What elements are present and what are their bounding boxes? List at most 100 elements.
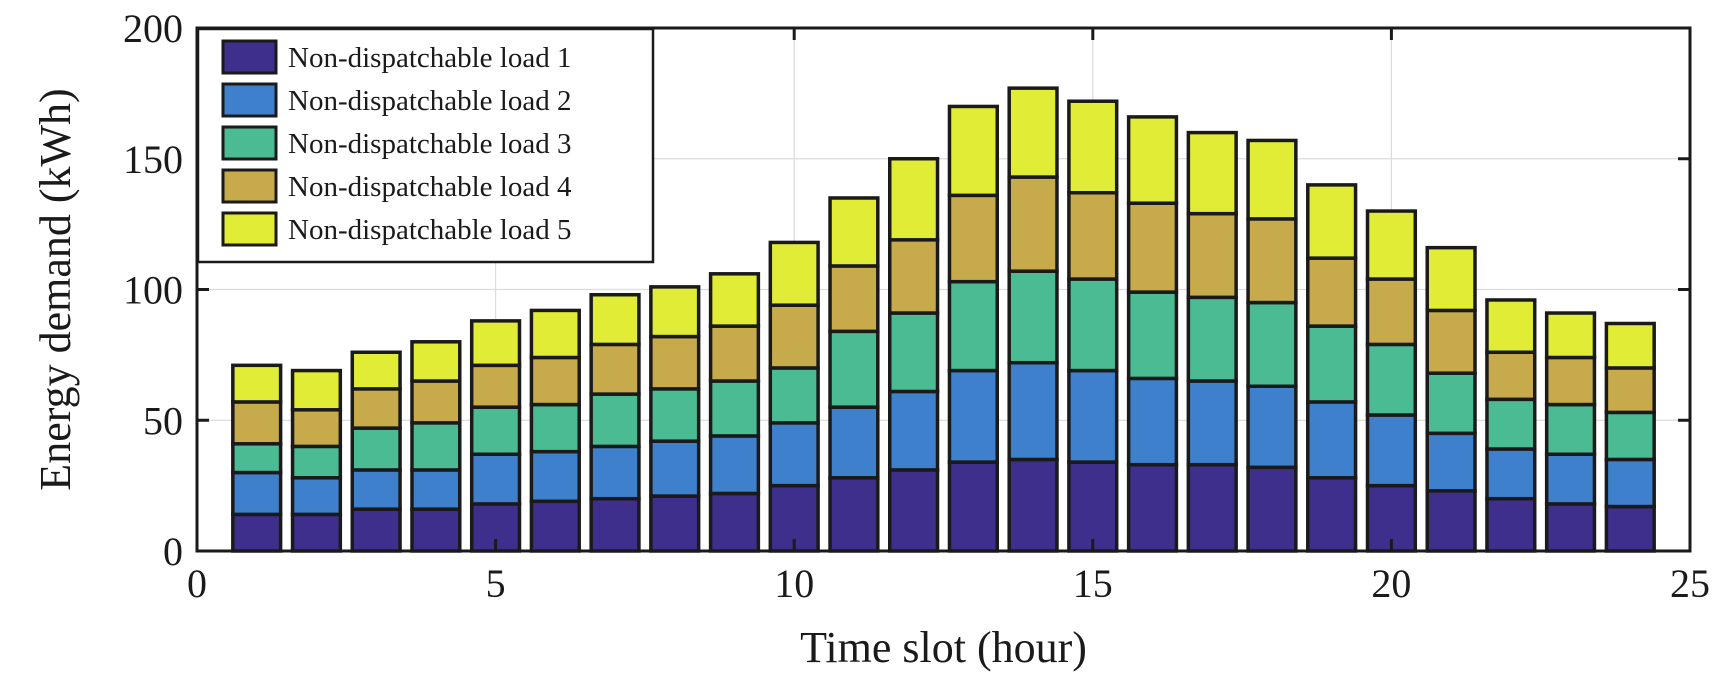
bar-segment-load-2 (1365, 413, 1418, 488)
legend-swatch-load-2 (221, 82, 278, 118)
bar-segment-load-1 (1485, 496, 1537, 553)
bar-segment-load-4 (947, 193, 999, 284)
bar-segment-load-3 (708, 379, 761, 438)
bar-segment-load-3 (1425, 371, 1477, 436)
bar-stack-12 (888, 157, 940, 553)
bar-segment-load-4 (888, 238, 940, 315)
bar-segment-load-4 (649, 334, 701, 391)
bar-segment-load-3 (1067, 277, 1119, 373)
bar-segment-load-5 (1365, 209, 1418, 281)
x-tick-label: 25 (1670, 561, 1710, 606)
bar-stack-14 (1007, 86, 1059, 553)
bar-segment-load-3 (529, 402, 581, 454)
bar-segment-load-5 (1067, 99, 1119, 195)
bar-segment-load-4 (231, 400, 283, 446)
bar-stack-9 (708, 272, 761, 553)
bar-stack-19 (1306, 183, 1358, 553)
bar-segment-load-4 (410, 379, 462, 425)
bar-segment-load-3 (888, 311, 940, 394)
bar-stack-13 (947, 104, 999, 553)
bar-segment-load-3 (1485, 397, 1537, 451)
bar-segment-load-2 (1186, 379, 1238, 467)
bar-segment-load-1 (1007, 457, 1059, 553)
bar-segment-load-4 (1306, 256, 1358, 328)
bar-stack-1 (231, 363, 283, 553)
bar-segment-load-1 (1067, 460, 1119, 553)
bar-segment-load-4 (708, 324, 761, 383)
bar-segment-load-2 (1007, 360, 1059, 462)
bar-stack-8 (649, 285, 701, 553)
bar-segment-load-2 (649, 439, 701, 498)
bar-segment-load-1 (589, 496, 641, 553)
bar-stack-2 (290, 368, 343, 553)
bar-stack-18 (1246, 138, 1298, 553)
bar-stack-6 (529, 308, 581, 553)
bar-segment-load-4 (1067, 190, 1119, 281)
bar-segment-load-2 (1604, 457, 1656, 509)
bar-segment-load-5 (1126, 115, 1179, 205)
bar-segment-load-2 (290, 476, 343, 517)
legend-swatch-load-1 (221, 39, 278, 75)
bar-segment-load-5 (1544, 311, 1597, 360)
bar-stack-11 (828, 196, 880, 553)
x-tick-label: 20 (1371, 561, 1411, 606)
bar-segment-load-2 (1544, 452, 1597, 506)
bar-segment-load-2 (1067, 368, 1119, 464)
bar-segment-load-4 (1544, 355, 1597, 407)
bar-segment-load-3 (290, 444, 343, 480)
bar-segment-load-5 (1186, 130, 1238, 216)
bar-segment-load-2 (1126, 376, 1179, 467)
bar-segment-load-1 (1186, 462, 1238, 553)
bar-segment-load-5 (469, 319, 522, 368)
x-tick-label: 15 (1073, 561, 1113, 606)
y-axis-label: Energy demand (kWh) (31, 88, 80, 490)
bar-segment-load-2 (589, 444, 641, 501)
bar-segment-load-5 (768, 240, 820, 307)
bar-segment-load-4 (1186, 211, 1238, 300)
bar-segment-load-1 (947, 460, 999, 553)
bar-segment-load-2 (529, 449, 581, 504)
bar-segment-load-1 (231, 512, 283, 553)
bar-segment-load-2 (828, 405, 880, 480)
bar-segment-load-5 (1485, 298, 1537, 355)
bar-segment-load-3 (410, 421, 462, 472)
bar-segment-load-1 (1126, 462, 1179, 553)
bar-segment-load-3 (1186, 295, 1238, 383)
bar-segment-load-3 (1007, 269, 1059, 365)
legend-label-load-1: Non-dispatchable load 1 (288, 42, 571, 74)
y-tick-label: 200 (123, 6, 183, 51)
bar-segment-load-5 (947, 104, 999, 198)
bar-segment-load-3 (1306, 324, 1358, 404)
bar-stack-4 (410, 340, 462, 553)
bar-segment-load-3 (768, 366, 820, 425)
x-axis-label: Time slot (hour) (800, 623, 1087, 672)
bar-segment-load-2 (231, 470, 283, 517)
bar-segment-load-1 (708, 491, 761, 553)
bar-segment-load-5 (529, 308, 581, 360)
y-tick-label: 100 (123, 268, 183, 313)
legend-label-load-3: Non-dispatchable load 3 (288, 128, 571, 160)
bar-segment-load-3 (231, 442, 283, 475)
bar-segment-load-3 (350, 426, 402, 472)
bar-segment-load-5 (1425, 245, 1477, 313)
bar-segment-load-4 (529, 355, 581, 407)
bar-segment-load-4 (768, 303, 820, 370)
bar-segment-load-5 (231, 363, 283, 404)
axis-ticks: 0 5 10 15 20 25 0 50 100 150 200 (123, 6, 1710, 606)
legend-label-load-4: Non-dispatchable load 4 (288, 171, 572, 203)
bar-stack-10 (768, 240, 820, 553)
bar-segment-load-4 (589, 342, 641, 396)
bar-segment-load-2 (708, 434, 761, 496)
bar-segment-load-1 (1425, 489, 1477, 553)
legend-swatch-load-3 (221, 125, 278, 161)
bar-segment-load-2 (1246, 384, 1298, 470)
bar-segment-load-3 (1246, 300, 1298, 389)
bar-segment-load-4 (1485, 350, 1537, 402)
bar-segment-load-3 (469, 405, 522, 456)
bar-segment-load-1 (888, 468, 940, 553)
bar-segment-load-1 (410, 507, 462, 553)
bar-stack-7 (589, 292, 641, 553)
bar-segment-load-2 (888, 389, 940, 472)
bar-segment-load-2 (1425, 431, 1477, 493)
bar-stack-15 (1067, 99, 1119, 553)
